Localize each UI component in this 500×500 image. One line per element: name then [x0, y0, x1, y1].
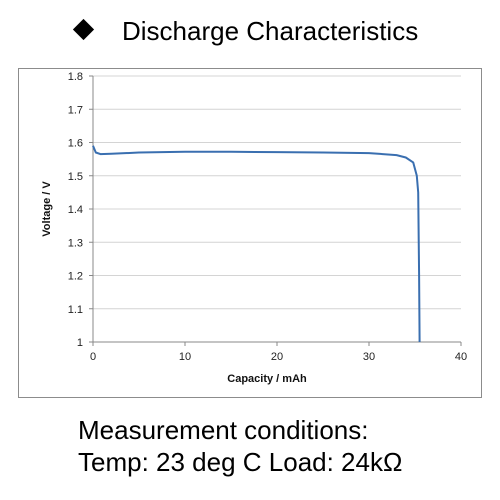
y-tick-label: 1.6 [68, 138, 83, 150]
page-title: Discharge Characteristics [122, 16, 419, 46]
series-line [92, 145, 421, 343]
x-tick-label: 10 [179, 351, 191, 363]
conditions-heading: Measurement conditions: [78, 415, 369, 445]
y-tick-label: 1 [77, 337, 83, 349]
x-axis-label: Capacity / mAh [227, 373, 307, 385]
x-tick-label: 0 [90, 351, 96, 363]
y-tick-label: 1.8 [68, 71, 83, 83]
x-tick-label: 40 [455, 351, 467, 363]
y-tick-label: 1.7 [68, 104, 83, 116]
x-tick-label: 20 [271, 351, 283, 363]
x-tick-label: 30 [363, 351, 375, 363]
chart-frame [18, 68, 482, 398]
y-tick-label: 1.4 [68, 204, 83, 216]
measurement-conditions: Measurement conditions: Temp: 23 deg C L… [78, 414, 402, 478]
y-tick-label: 1.3 [68, 237, 83, 249]
y-tick-label: 1.1 [68, 304, 83, 316]
y-axis-label: Voltage / V [41, 181, 53, 237]
y-tick-label: 1.5 [68, 171, 83, 183]
y-tick-label: 1.2 [68, 271, 83, 283]
header: Discharge Characteristics [0, 14, 500, 54]
conditions-values: Temp: 23 deg C Load: 24kΩ [78, 447, 403, 477]
